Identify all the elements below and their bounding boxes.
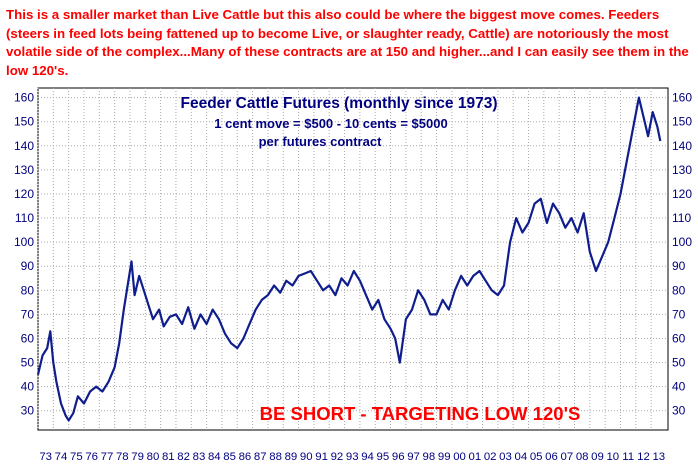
y-tick-label: 120 <box>14 187 34 201</box>
x-tick-label: 06 <box>545 451 558 463</box>
x-tick-label: 87 <box>254 451 267 463</box>
x-tick-label: 86 <box>239 451 252 463</box>
y-tick-label-right: 160 <box>672 91 692 105</box>
x-tick-label: 05 <box>530 451 543 463</box>
y-tick-label-right: 50 <box>672 356 686 370</box>
x-tick-label: 80 <box>147 451 160 463</box>
x-tick-label: 96 <box>392 451 405 463</box>
callout-annotation: BE SHORT - TARGETING LOW 120'S <box>260 403 581 424</box>
y-axis-right: 30 40 50 60 70 80 90 100 110 120 130 140 150 160 <box>672 91 692 418</box>
y-tick-label: 50 <box>21 356 35 370</box>
x-tick-label: 08 <box>576 451 589 463</box>
x-tick-label: 81 <box>162 451 175 463</box>
x-tick-label: 12 <box>637 451 650 463</box>
x-tick-label: 03 <box>499 451 512 463</box>
x-tick-label: 97 <box>407 451 420 463</box>
x-tick-label: 02 <box>484 451 497 463</box>
y-tick-label: 40 <box>21 380 35 394</box>
y-tick-label: 30 <box>21 404 35 418</box>
x-tick-label: 74 <box>55 451 68 463</box>
x-tick-label: 89 <box>285 451 298 463</box>
x-tick-label: 75 <box>70 451 83 463</box>
grid <box>37 88 668 430</box>
y-tick-label: 160 <box>14 91 34 105</box>
chart-title: Feeder Cattle Futures (monthly since 197… <box>181 95 498 112</box>
y-axis-left: 30 40 50 60 70 80 90 100 110 120 130 140 150 160 <box>14 91 34 418</box>
y-tick-label-right: 150 <box>672 115 692 129</box>
y-tick-label: 60 <box>21 331 35 345</box>
y-tick-label: 100 <box>14 235 34 249</box>
chart-subtitle-line-2: per futures contract <box>259 134 382 149</box>
x-tick-label: 01 <box>469 451 482 463</box>
chart-title-block: Feeder Cattle Futures (monthly since 197… <box>181 95 498 149</box>
y-tick-label: 130 <box>14 163 34 177</box>
y-tick-label-right: 130 <box>672 163 692 177</box>
y-tick-label-right: 120 <box>672 187 692 201</box>
x-tick-label: 78 <box>116 451 129 463</box>
x-tick-label: 95 <box>377 451 390 463</box>
x-tick-label: 04 <box>515 451 528 463</box>
x-tick-label: 92 <box>331 451 344 463</box>
x-tick-label: 83 <box>193 451 206 463</box>
x-tick-label: 00 <box>453 451 466 463</box>
x-tick-label: 13 <box>652 451 665 463</box>
x-tick-label: 82 <box>177 451 190 463</box>
x-tick-label: 77 <box>101 451 114 463</box>
x-tick-label: 10 <box>606 451 619 463</box>
x-tick-label: 93 <box>346 451 359 463</box>
y-tick-label-right: 140 <box>672 139 692 153</box>
chart-subtitle-line-1: 1 cent move = $500 - 10 cents = $5000 <box>214 116 447 131</box>
y-tick-label: 80 <box>21 283 35 297</box>
y-tick-label-right: 60 <box>672 331 686 345</box>
x-tick-label: 94 <box>361 451 374 463</box>
y-tick-label: 70 <box>21 307 35 321</box>
y-tick-label-right: 110 <box>672 211 691 225</box>
x-tick-label: 88 <box>269 451 282 463</box>
x-tick-label: 99 <box>438 451 451 463</box>
x-tick-label: 09 <box>591 451 604 463</box>
y-tick-label-right: 90 <box>672 259 686 273</box>
x-tick-label: 07 <box>560 451 573 463</box>
x-tick-label: 85 <box>223 451 236 463</box>
y-tick-label: 140 <box>14 139 34 153</box>
y-tick-label-right: 30 <box>672 404 686 418</box>
x-tick-label: 98 <box>423 451 436 463</box>
y-tick-label: 110 <box>15 211 34 225</box>
plot-area <box>37 87 669 431</box>
x-tick-label: 76 <box>85 451 98 463</box>
y-tick-label-right: 80 <box>672 283 686 297</box>
x-tick-label: 79 <box>131 451 144 463</box>
x-tick-label: 91 <box>315 451 328 463</box>
y-tick-label: 150 <box>14 115 34 129</box>
x-tick-label: 11 <box>622 451 634 463</box>
x-tick-label: 73 <box>39 451 52 463</box>
commentary-text: This is a smaller market than Live Cattl… <box>6 7 689 78</box>
x-tick-label: 90 <box>300 451 313 463</box>
y-tick-label: 90 <box>21 259 35 273</box>
x-tick-label: 84 <box>208 451 221 463</box>
y-tick-label-right: 100 <box>672 235 692 249</box>
y-tick-label-right: 40 <box>672 380 686 394</box>
x-axis: 73 74 75 76 77 78 79 80 81 82 83 84 85 86 87 88 89 90 91 92… <box>39 451 665 463</box>
y-tick-label-right: 70 <box>672 307 686 321</box>
price-series-line <box>36 96 662 422</box>
